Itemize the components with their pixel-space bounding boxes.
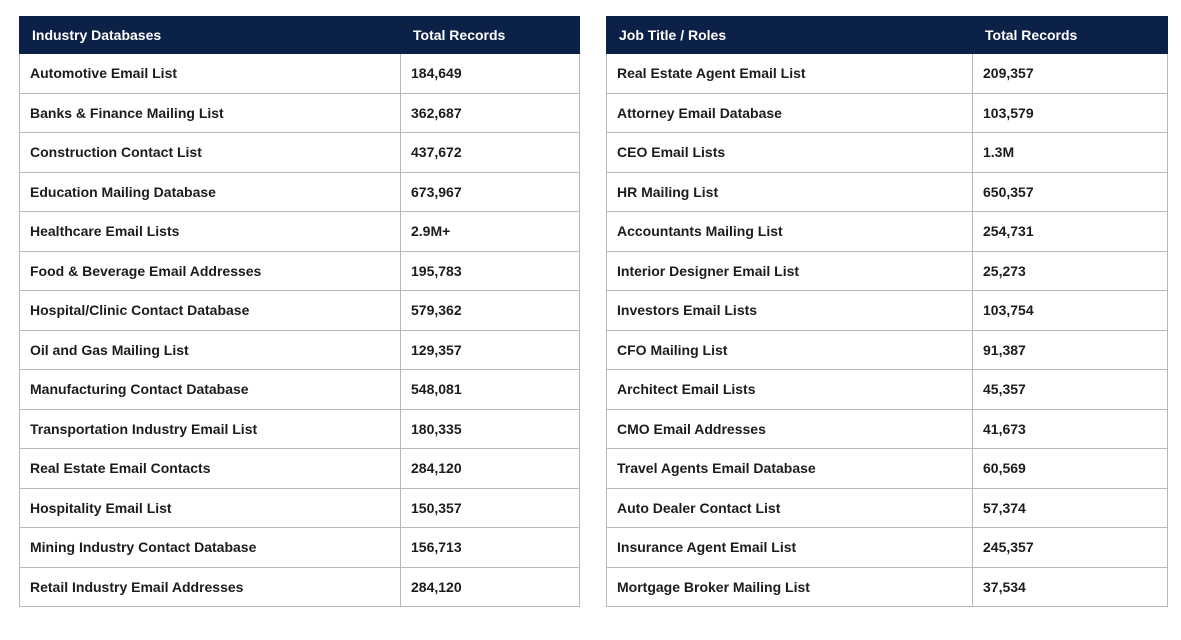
table-row: Investors Email Lists 103,754	[606, 290, 1168, 331]
job-title-roles-table: Job Title / Roles Total Records Real Est…	[606, 16, 1168, 607]
list-name-cell: Healthcare Email Lists	[19, 211, 401, 252]
table-row: Healthcare Email Lists 2.9M+	[19, 211, 580, 252]
total-records-cell: 25,273	[972, 250, 1168, 291]
table-row: Retail Industry Email Addresses 284,120	[19, 566, 580, 607]
table-row: Mortgage Broker Mailing List 37,534	[606, 566, 1168, 607]
table-row: Oil and Gas Mailing List 129,357	[19, 329, 580, 370]
total-records-cell: 254,731	[972, 211, 1168, 252]
table-row: Attorney Email Database 103,579	[606, 92, 1168, 133]
table-row: Travel Agents Email Database 60,569	[606, 448, 1168, 489]
list-name-cell: Investors Email Lists	[606, 290, 973, 331]
table-row: Architect Email Lists 45,357	[606, 369, 1168, 410]
total-records-cell: 91,387	[972, 329, 1168, 370]
list-name-cell: Architect Email Lists	[606, 369, 973, 410]
column-header: Job Title / Roles	[606, 16, 973, 54]
list-name-cell: Construction Contact List	[19, 132, 401, 173]
list-name-cell: Real Estate Email Contacts	[19, 448, 401, 489]
total-records-cell: 1.3M	[972, 132, 1168, 173]
total-records-cell: 60,569	[972, 448, 1168, 489]
total-records-cell: 156,713	[400, 527, 580, 568]
list-name-cell: Food & Beverage Email Addresses	[19, 250, 401, 291]
total-records-cell: 180,335	[400, 408, 580, 449]
list-name-cell: Insurance Agent Email List	[606, 527, 973, 568]
table-row: Education Mailing Database 673,967	[19, 171, 580, 212]
column-header: Industry Databases	[19, 16, 401, 54]
table-row: Hospital/Clinic Contact Database 579,362	[19, 290, 580, 331]
list-name-cell: Auto Dealer Contact List	[606, 487, 973, 528]
total-records-cell: 103,754	[972, 290, 1168, 331]
table-row: CEO Email Lists 1.3M	[606, 132, 1168, 173]
list-name-cell: Hospital/Clinic Contact Database	[19, 290, 401, 331]
list-name-cell: Accountants Mailing List	[606, 211, 973, 252]
list-name-cell: Hospitality Email List	[19, 487, 401, 528]
table-row: Auto Dealer Contact List 57,374	[606, 487, 1168, 528]
table-row: Accountants Mailing List 254,731	[606, 211, 1168, 252]
total-records-cell: 129,357	[400, 329, 580, 370]
total-records-cell: 37,534	[972, 566, 1168, 607]
total-records-cell: 579,362	[400, 290, 580, 331]
list-name-cell: Real Estate Agent Email List	[606, 53, 973, 94]
column-header: Total Records	[400, 16, 580, 54]
table-row: Real Estate Email Contacts 284,120	[19, 448, 580, 489]
table-row: Interior Designer Email List 25,273	[606, 250, 1168, 291]
table-row: Manufacturing Contact Database 548,081	[19, 369, 580, 410]
table-row: Transportation Industry Email List 180,33…	[19, 408, 580, 449]
list-name-cell: Education Mailing Database	[19, 171, 401, 212]
table-row: HR Mailing List 650,357	[606, 171, 1168, 212]
list-name-cell: Mining Industry Contact Database	[19, 527, 401, 568]
table-row: CMO Email Addresses 41,673	[606, 408, 1168, 449]
total-records-cell: 650,357	[972, 171, 1168, 212]
table-header-row: Job Title / Roles Total Records	[606, 16, 1168, 54]
total-records-cell: 184,649	[400, 53, 580, 94]
table-row: Construction Contact List 437,672	[19, 132, 580, 173]
industry-databases-table: Industry Databases Total Records Automot…	[19, 16, 580, 607]
list-name-cell: Attorney Email Database	[606, 92, 973, 133]
list-name-cell: Automotive Email List	[19, 53, 401, 94]
column-header: Total Records	[972, 16, 1168, 54]
list-name-cell: Manufacturing Contact Database	[19, 369, 401, 410]
total-records-cell: 673,967	[400, 171, 580, 212]
list-name-cell: Transportation Industry Email List	[19, 408, 401, 449]
total-records-cell: 437,672	[400, 132, 580, 173]
list-name-cell: Interior Designer Email List	[606, 250, 973, 291]
total-records-cell: 57,374	[972, 487, 1168, 528]
total-records-cell: 548,081	[400, 369, 580, 410]
table-row: Mining Industry Contact Database 156,713	[19, 527, 580, 568]
table-row: Food & Beverage Email Addresses 195,783	[19, 250, 580, 291]
total-records-cell: 362,687	[400, 92, 580, 133]
list-name-cell: CFO Mailing List	[606, 329, 973, 370]
total-records-cell: 103,579	[972, 92, 1168, 133]
total-records-cell: 41,673	[972, 408, 1168, 449]
list-name-cell: Mortgage Broker Mailing List	[606, 566, 973, 607]
total-records-cell: 195,783	[400, 250, 580, 291]
list-name-cell: Banks & Finance Mailing List	[19, 92, 401, 133]
list-name-cell: HR Mailing List	[606, 171, 973, 212]
table-row: Real Estate Agent Email List 209,357	[606, 53, 1168, 94]
total-records-cell: 2.9M+	[400, 211, 580, 252]
total-records-cell: 209,357	[972, 53, 1168, 94]
total-records-cell: 284,120	[400, 448, 580, 489]
total-records-cell: 150,357	[400, 487, 580, 528]
list-name-cell: Retail Industry Email Addresses	[19, 566, 401, 607]
table-row: Insurance Agent Email List 245,357	[606, 527, 1168, 568]
total-records-cell: 284,120	[400, 566, 580, 607]
table-row: CFO Mailing List 91,387	[606, 329, 1168, 370]
list-name-cell: CEO Email Lists	[606, 132, 973, 173]
list-name-cell: Travel Agents Email Database	[606, 448, 973, 489]
table-row: Hospitality Email List 150,357	[19, 487, 580, 528]
total-records-cell: 45,357	[972, 369, 1168, 410]
list-name-cell: Oil and Gas Mailing List	[19, 329, 401, 370]
table-row: Automotive Email List 184,649	[19, 53, 580, 94]
total-records-cell: 245,357	[972, 527, 1168, 568]
table-row: Banks & Finance Mailing List 362,687	[19, 92, 580, 133]
table-header-row: Industry Databases Total Records	[19, 16, 580, 54]
list-name-cell: CMO Email Addresses	[606, 408, 973, 449]
